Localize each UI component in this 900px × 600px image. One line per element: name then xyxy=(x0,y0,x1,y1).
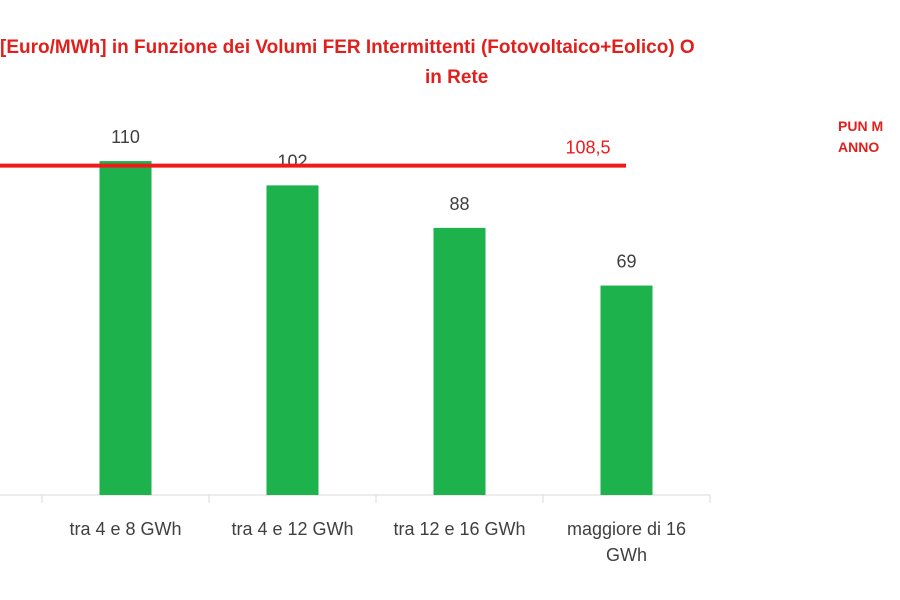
reference-legend-line-2: ANNO xyxy=(838,139,880,155)
category-label: tra 12 e 16 GWh xyxy=(393,519,525,539)
data-label: 110 xyxy=(111,127,140,147)
data-label: 102 xyxy=(277,151,307,171)
bar xyxy=(600,285,653,495)
bar xyxy=(433,227,486,495)
data-label: 69 xyxy=(616,252,636,272)
data-label: 88 xyxy=(449,194,469,214)
category-label: tra 4 e 12 GWh xyxy=(231,519,353,539)
reference-legend-line-1: PUN M xyxy=(838,118,884,134)
category-label: tra 4 e 8 GWh xyxy=(69,519,181,539)
category-label: maggiore di 16 GWh xyxy=(567,519,686,565)
bar xyxy=(266,185,319,495)
chart-title-line-2: in Rete xyxy=(425,67,489,88)
bar xyxy=(99,161,152,495)
chart-title-line-1: [Euro/MWh] in Funzione dei Volumi FER In… xyxy=(0,37,695,58)
reference-line-label: 108,5 xyxy=(565,138,610,158)
reference-legend-label: PUN M ANNO xyxy=(838,116,883,158)
